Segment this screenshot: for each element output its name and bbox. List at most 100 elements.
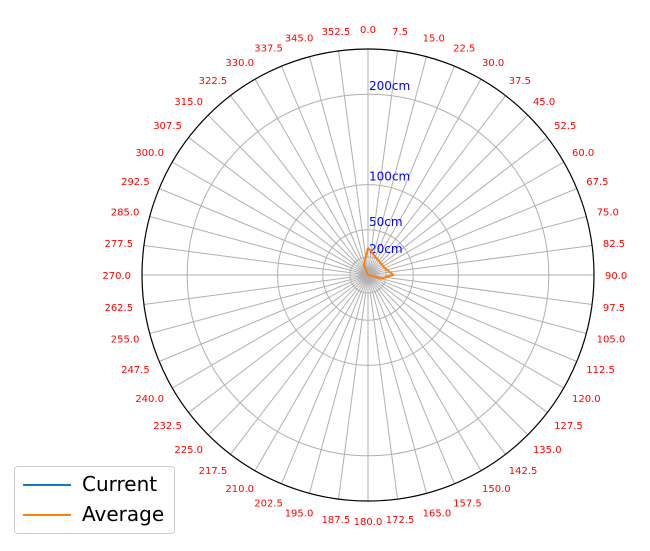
legend-label-average: Average bbox=[82, 502, 165, 526]
theta-tick-label-38: 285.0 bbox=[111, 207, 140, 218]
spoke-14 bbox=[367, 274, 587, 334]
spoke-26 bbox=[309, 274, 369, 494]
spoke-1 bbox=[367, 50, 398, 276]
theta-tick-label-16: 120.0 bbox=[572, 394, 601, 405]
theta-tick-label-24: 180.0 bbox=[354, 517, 383, 528]
ring-0 bbox=[349, 256, 387, 294]
theta-tick-label-4: 30.0 bbox=[482, 58, 504, 69]
legend-label-current: Current bbox=[82, 472, 158, 496]
theta-tick-label-19: 142.5 bbox=[509, 466, 538, 477]
spoke-46 bbox=[309, 56, 369, 276]
theta-tick-label-22: 165.0 bbox=[423, 509, 452, 520]
spoke-4 bbox=[367, 79, 482, 276]
ring-3 bbox=[186, 93, 550, 457]
spoke-11 bbox=[367, 245, 593, 276]
theta-tick-label-0: 0.0 bbox=[360, 25, 376, 36]
spoke-20 bbox=[367, 274, 482, 471]
theta-tick-label-23: 172.5 bbox=[386, 515, 415, 526]
theta-tick-label-34: 255.0 bbox=[111, 335, 140, 346]
theta-tick-label-5: 37.5 bbox=[509, 76, 531, 87]
spoke-8 bbox=[367, 161, 564, 276]
theta-tick-label-28: 210.0 bbox=[225, 484, 254, 495]
theta-tick-label-10: 75.0 bbox=[597, 207, 619, 218]
spoke-27 bbox=[281, 274, 369, 484]
theta-tick-label-12: 90.0 bbox=[605, 271, 627, 282]
theta-tick-label-18: 135.0 bbox=[533, 445, 562, 456]
spoke-29 bbox=[230, 274, 369, 455]
spoke-39 bbox=[159, 188, 369, 276]
spoke-30 bbox=[207, 274, 369, 436]
theta-tick-label-40: 300.0 bbox=[135, 148, 164, 159]
theta-tick-label-3: 22.5 bbox=[453, 44, 475, 55]
spoke-18 bbox=[367, 274, 529, 436]
spoke-38 bbox=[149, 216, 369, 276]
theta-tick-label-41: 307.5 bbox=[153, 121, 182, 132]
spoke-13 bbox=[367, 274, 593, 305]
spoke-16 bbox=[367, 274, 564, 389]
legend: Current Average bbox=[14, 466, 175, 534]
theta-tick-label-6: 45.0 bbox=[533, 97, 555, 108]
spoke-23 bbox=[367, 274, 398, 500]
theta-tick-label-31: 232.5 bbox=[153, 421, 182, 432]
spoke-33 bbox=[159, 274, 369, 362]
theta-tick-label-11: 82.5 bbox=[603, 239, 625, 250]
legend-item-average: Average bbox=[15, 501, 174, 529]
theta-tick-label-47: 352.5 bbox=[322, 27, 351, 38]
spoke-35 bbox=[143, 274, 369, 305]
theta-tick-label-27: 202.5 bbox=[254, 498, 283, 509]
spoke-3 bbox=[367, 66, 455, 276]
ring-label-3: 200cm bbox=[369, 79, 410, 93]
spoke-9 bbox=[367, 188, 577, 276]
theta-tick-label-17: 127.5 bbox=[554, 421, 583, 432]
theta-tick-label-46: 345.0 bbox=[285, 33, 314, 44]
spoke-42 bbox=[207, 114, 369, 276]
theta-tick-label-30: 225.0 bbox=[174, 445, 203, 456]
legend-swatch-current bbox=[23, 484, 71, 486]
spoke-25 bbox=[338, 274, 369, 500]
spoke-28 bbox=[254, 274, 369, 471]
theta-tick-label-21: 157.5 bbox=[453, 498, 482, 509]
theta-tick-label-37: 277.5 bbox=[104, 239, 133, 250]
ring-1 bbox=[322, 229, 414, 321]
theta-tick-label-14: 105.0 bbox=[597, 335, 626, 346]
theta-tick-label-44: 330.0 bbox=[225, 58, 254, 69]
theta-tick-label-29: 217.5 bbox=[199, 466, 228, 477]
spoke-44 bbox=[254, 79, 369, 276]
legend-item-current: Current bbox=[15, 471, 174, 499]
spoke-34 bbox=[149, 274, 369, 334]
theta-tick-label-26: 195.0 bbox=[285, 509, 314, 520]
spoke-22 bbox=[367, 274, 427, 494]
spoke-19 bbox=[367, 274, 506, 455]
outer-boundary bbox=[141, 48, 595, 502]
theta-tick-label-9: 67.5 bbox=[586, 177, 608, 188]
theta-tick-label-39: 292.5 bbox=[121, 177, 150, 188]
theta-tick-label-2: 15.0 bbox=[423, 33, 445, 44]
legend-swatch-average bbox=[23, 514, 71, 516]
spoke-32 bbox=[172, 274, 369, 389]
spoke-5 bbox=[367, 95, 506, 276]
theta-tick-label-42: 315.0 bbox=[174, 97, 203, 108]
theta-tick-label-43: 322.5 bbox=[199, 76, 228, 87]
theta-tick-label-7: 52.5 bbox=[554, 121, 576, 132]
spoke-21 bbox=[367, 274, 455, 484]
spoke-45 bbox=[281, 66, 369, 276]
spoke-7 bbox=[367, 137, 548, 276]
spoke-10 bbox=[367, 216, 587, 276]
ring-label-0: 20cm bbox=[369, 242, 403, 256]
spoke-40 bbox=[172, 161, 369, 276]
spoke-41 bbox=[188, 137, 369, 276]
theta-tick-label-36: 270.0 bbox=[102, 271, 131, 282]
theta-tick-label-25: 187.5 bbox=[322, 515, 351, 526]
spoke-17 bbox=[367, 274, 548, 413]
theta-tick-label-33: 247.5 bbox=[121, 365, 150, 376]
spoke-2 bbox=[367, 56, 427, 276]
theta-tick-label-45: 337.5 bbox=[254, 44, 283, 55]
ring-label-2: 100cm bbox=[369, 170, 410, 184]
theta-tick-label-32: 240.0 bbox=[135, 394, 164, 405]
theta-tick-label-8: 60.0 bbox=[572, 148, 594, 159]
series-line-average bbox=[362, 247, 396, 280]
ring-label-1: 50cm bbox=[369, 215, 403, 229]
spoke-43 bbox=[230, 95, 369, 276]
theta-tick-label-1: 7.5 bbox=[392, 27, 408, 38]
